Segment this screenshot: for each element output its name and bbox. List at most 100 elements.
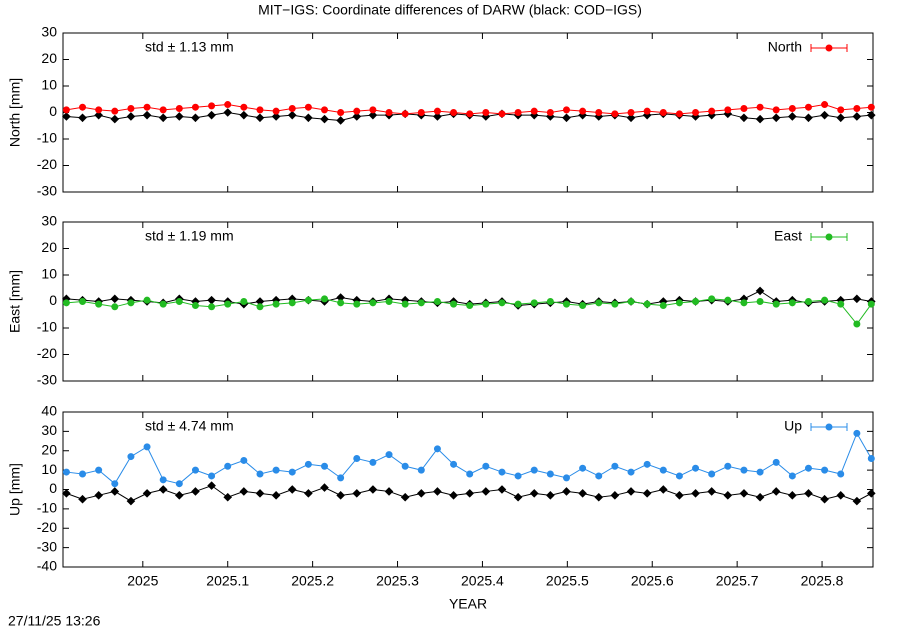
data-point bbox=[867, 103, 875, 111]
data-point bbox=[724, 296, 732, 304]
data-point bbox=[62, 489, 71, 498]
data-point bbox=[79, 470, 87, 478]
data-point bbox=[224, 300, 232, 308]
data-point bbox=[385, 451, 393, 459]
data-point bbox=[836, 491, 846, 500]
data-point bbox=[481, 487, 491, 496]
data-point bbox=[287, 485, 297, 494]
data-point bbox=[642, 489, 652, 498]
data-point bbox=[756, 298, 764, 305]
data-point bbox=[239, 110, 249, 120]
data-point bbox=[369, 106, 377, 114]
data-point bbox=[837, 300, 845, 308]
data-point bbox=[755, 492, 765, 502]
data-point bbox=[772, 106, 780, 114]
data-point bbox=[562, 474, 570, 482]
data-point bbox=[643, 300, 651, 308]
data-point bbox=[272, 107, 280, 115]
data-point bbox=[530, 107, 538, 115]
data-point bbox=[498, 110, 506, 118]
data-point bbox=[579, 464, 587, 472]
data-point bbox=[755, 286, 765, 296]
y-tick-label: -10 bbox=[37, 130, 57, 146]
data-point bbox=[223, 492, 233, 502]
y-tick-label: 40 bbox=[41, 403, 57, 419]
data-point bbox=[400, 492, 410, 502]
data-point bbox=[417, 466, 425, 474]
data-point bbox=[62, 106, 70, 114]
y-tick-label: -20 bbox=[37, 345, 57, 361]
data-point bbox=[368, 110, 378, 120]
data-point bbox=[659, 109, 667, 116]
data-point bbox=[692, 464, 700, 472]
data-point bbox=[658, 485, 668, 494]
data-point bbox=[788, 299, 796, 307]
data-point bbox=[320, 114, 329, 124]
data-point bbox=[255, 113, 265, 123]
data-point bbox=[175, 298, 183, 305]
data-point bbox=[191, 487, 200, 496]
data-point bbox=[546, 109, 554, 116]
data-point bbox=[417, 299, 425, 307]
data-point bbox=[836, 113, 846, 123]
data-point bbox=[127, 105, 135, 112]
data-point bbox=[143, 443, 151, 451]
y-tick-label: 10 bbox=[41, 461, 57, 477]
x-tick-label: 2025 bbox=[127, 573, 158, 589]
data-point bbox=[95, 106, 103, 114]
data-point bbox=[466, 302, 474, 309]
data-point bbox=[755, 114, 765, 124]
data-point bbox=[465, 489, 475, 498]
data-point bbox=[191, 466, 199, 474]
std-annotation: std ± 1.19 mm bbox=[145, 228, 234, 244]
y-tick-label: 0 bbox=[49, 292, 57, 308]
data-point bbox=[804, 113, 813, 123]
data-point bbox=[79, 298, 87, 305]
data-point bbox=[739, 113, 749, 123]
y-tick-label: -10 bbox=[37, 319, 57, 335]
data-point bbox=[626, 487, 636, 496]
data-point bbox=[562, 487, 571, 496]
data-point bbox=[739, 489, 749, 498]
data-point bbox=[675, 491, 684, 500]
data-point bbox=[643, 107, 651, 115]
data-point bbox=[304, 460, 312, 468]
data-point bbox=[530, 466, 538, 474]
data-point bbox=[240, 298, 248, 305]
data-point bbox=[837, 106, 845, 114]
data-point bbox=[513, 492, 523, 502]
data-point bbox=[788, 105, 796, 112]
data-point bbox=[724, 462, 732, 470]
data-point bbox=[337, 474, 345, 482]
data-point bbox=[271, 112, 281, 121]
data-point bbox=[804, 489, 813, 498]
data-point bbox=[627, 109, 635, 116]
data-point bbox=[175, 480, 183, 488]
data-point bbox=[804, 298, 812, 305]
y-tick-label: 10 bbox=[41, 77, 57, 93]
data-point bbox=[110, 487, 120, 496]
data-point bbox=[240, 457, 248, 464]
data-point bbox=[707, 487, 716, 496]
timestamp: 27/11/25 13:26 bbox=[8, 613, 101, 629]
data-point bbox=[837, 470, 845, 478]
data-point bbox=[159, 300, 167, 308]
data-point bbox=[401, 300, 409, 308]
data-point bbox=[95, 466, 103, 474]
data-point bbox=[175, 491, 184, 500]
data-point bbox=[546, 491, 555, 500]
data-point bbox=[417, 109, 425, 116]
data-point bbox=[610, 491, 620, 500]
data-point bbox=[466, 110, 474, 118]
data-point bbox=[756, 468, 764, 476]
data-point bbox=[401, 462, 409, 470]
data-point bbox=[126, 496, 136, 506]
data-point bbox=[821, 101, 829, 108]
data-point bbox=[352, 112, 362, 121]
data-point bbox=[867, 455, 875, 462]
data-point bbox=[79, 103, 87, 111]
data-point bbox=[788, 472, 796, 480]
data-point bbox=[852, 112, 862, 121]
data-point bbox=[369, 299, 377, 307]
